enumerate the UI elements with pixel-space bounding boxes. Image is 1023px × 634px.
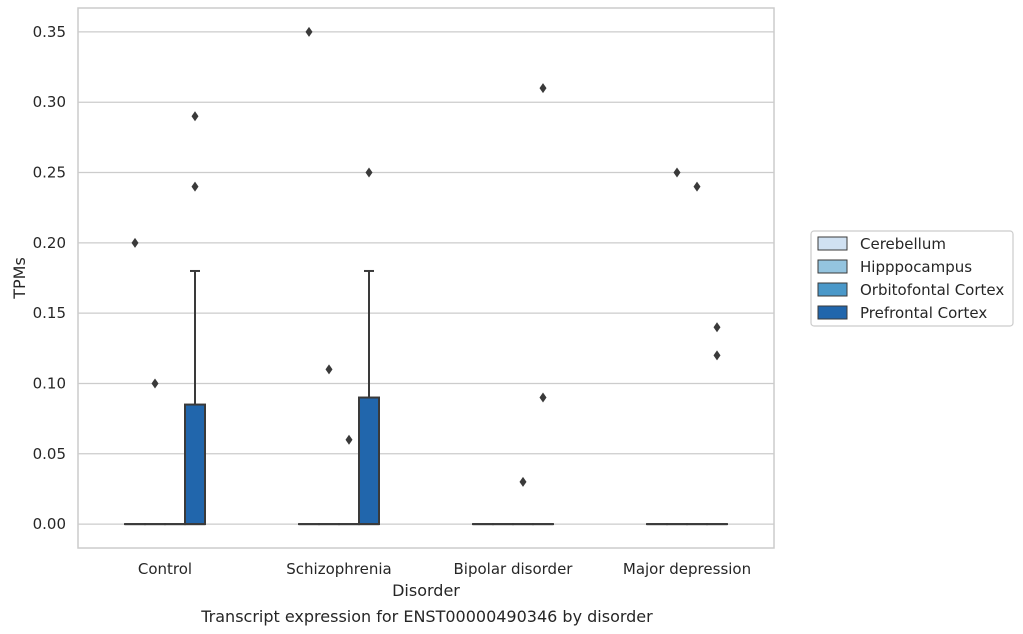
legend-label: Hipppocampus (860, 258, 972, 276)
outlier-point (191, 181, 199, 192)
outlier-point (345, 434, 353, 445)
chart-caption: Transcript expression for ENST0000049034… (200, 607, 653, 626)
box-group (358, 167, 380, 526)
legend-swatch (817, 236, 848, 251)
boxes (124, 26, 728, 526)
outlier-point (539, 392, 547, 403)
outlier-point (131, 237, 139, 248)
outlier-point (151, 378, 159, 389)
outlier-point (325, 364, 333, 375)
outlier-point (519, 476, 527, 487)
box-group (184, 111, 206, 526)
y-tick-label: 0.20 (33, 234, 66, 252)
y-tick-label: 0.35 (33, 23, 66, 41)
box-group (338, 434, 360, 526)
box-group (144, 378, 166, 526)
y-tick-label: 0.30 (33, 93, 66, 111)
y-tick-label: 0.25 (33, 164, 66, 182)
legend-label: Prefrontal Cortex (860, 304, 987, 322)
box-group (532, 83, 554, 526)
x-tick-label: Bipolar disorder (454, 560, 574, 578)
legend: Cerebellum Hipppocampus Orbitofontal Corte… (810, 230, 1014, 327)
x-tick-labels: Control Schizophrenia Bipolar disorder Majo… (138, 560, 751, 578)
y-tick-label: 0.05 (33, 445, 66, 463)
y-tick-labels: 0.00 0.05 0.10 0.15 0.20 0.25 0.30 0.35 (33, 23, 66, 533)
legend-swatch (817, 282, 848, 297)
box-group (298, 26, 320, 526)
legend-frame (810, 230, 1014, 327)
outlier-point (693, 181, 701, 192)
gridlines (78, 31, 774, 525)
box (184, 403, 206, 526)
box-group (318, 364, 340, 526)
y-tick-label: 0.00 (33, 515, 66, 533)
outlier-point (305, 26, 313, 37)
plot-area-frame (77, 7, 775, 549)
outlier-point (191, 111, 199, 122)
outlier-point (673, 167, 681, 178)
legend-swatch (817, 259, 848, 274)
x-tick-label: Control (138, 560, 192, 578)
outlier-point (365, 167, 373, 178)
box-group (512, 476, 534, 526)
legend-swatch (817, 305, 848, 320)
outlier-point (713, 350, 721, 361)
y-tick-label: 0.10 (33, 374, 66, 392)
box-group (686, 181, 708, 526)
legend-label: Cerebellum (860, 235, 946, 253)
y-axis-label: TPMs (10, 257, 29, 300)
x-tick-label: Major depression (623, 560, 751, 578)
outlier-point (713, 322, 721, 333)
box (358, 396, 380, 526)
legend-label: Orbitofontal Cortex (860, 281, 1004, 299)
y-tick-label: 0.15 (33, 304, 66, 322)
x-axis-label: Disorder (392, 581, 460, 600)
x-tick-label: Schizophrenia (286, 560, 391, 578)
box-group (706, 322, 728, 526)
box-group (124, 237, 146, 526)
outlier-point (539, 83, 547, 94)
box-group (666, 167, 688, 526)
